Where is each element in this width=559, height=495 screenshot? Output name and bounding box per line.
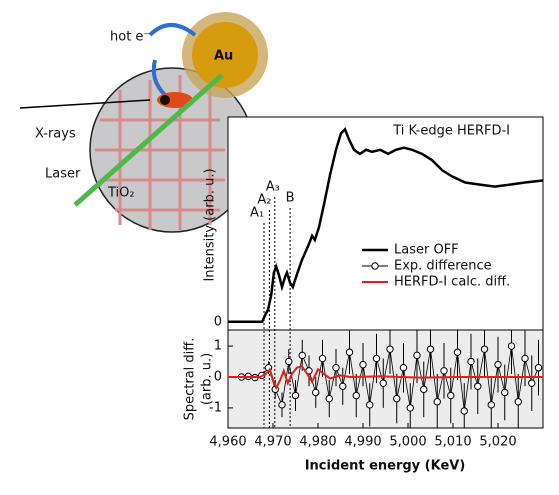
annotation-label: A₃ (266, 180, 280, 195)
legend-marker (371, 262, 379, 270)
au-core (192, 22, 258, 88)
illustration: hot e⁻ Au X-rays Laser TiO₂ (19, 12, 268, 233)
data-point (406, 404, 414, 412)
data-point (359, 360, 367, 369)
data-point (420, 385, 428, 394)
data-point (460, 407, 468, 415)
data-point (386, 345, 394, 353)
data-point (487, 401, 495, 409)
legend-label: Laser OFF (394, 243, 459, 258)
data-point (312, 388, 320, 397)
annotation-label: B (286, 191, 295, 206)
calc-line (228, 364, 543, 391)
electron-arrow (148, 23, 197, 37)
label-laser: Laser (45, 167, 81, 182)
legend-label: Exp. difference (394, 259, 492, 274)
data-point (467, 357, 475, 366)
annotation-label: A₁ (250, 206, 264, 221)
electron-arrow (151, 59, 167, 97)
data-point (318, 354, 327, 363)
data-point (480, 345, 489, 353)
chart-title: Ti K-edge HERFD-I (392, 124, 510, 139)
y-tick-label: -1 (209, 400, 222, 415)
data-point (514, 398, 522, 406)
data-point (393, 394, 401, 403)
lattice (95, 75, 225, 230)
data-point (325, 394, 333, 403)
data-point (534, 364, 543, 372)
probe-spot (160, 95, 170, 105)
x-tick-label: 4,990 (344, 435, 381, 450)
data-point (426, 345, 435, 353)
data-point (507, 342, 516, 350)
clip-group (228, 330, 543, 428)
data-point (332, 364, 340, 372)
data-point (494, 360, 502, 369)
y-axis-label: Spectral diff. (183, 338, 198, 421)
data-point (474, 382, 482, 390)
data-point (278, 401, 286, 409)
label-xrays: X-rays (35, 127, 76, 142)
data-point (399, 364, 408, 372)
data-line (228, 127, 544, 324)
data-point (501, 388, 509, 397)
data-point (291, 391, 300, 400)
x-tick-label: 5,010 (434, 435, 471, 450)
y-axis-label: (arb. u.) (200, 353, 215, 405)
data-point (298, 351, 306, 360)
data-point (345, 348, 354, 356)
label-tio2: TiO₂ (107, 186, 135, 201)
x-tick-label: 4,980 (299, 435, 336, 450)
x-tick-label: 4,960 (209, 435, 246, 450)
data-point (433, 398, 441, 406)
legend-label: HERFD-I calc. diff. (394, 275, 510, 290)
data-point (285, 357, 293, 366)
x-tick-label: 5,020 (479, 435, 516, 450)
label-au: Au (214, 49, 233, 64)
data-point (413, 351, 421, 360)
label-hot-electron: hot e⁻ (110, 30, 150, 45)
y-tick-label: 0 (214, 369, 222, 384)
data-point (372, 354, 381, 363)
data-point (366, 401, 374, 409)
x-axis-label: Incident energy (KeV) (305, 459, 466, 474)
annotation-label: A₂ (257, 193, 271, 208)
data-point (440, 367, 448, 375)
laser-beam (73, 73, 224, 207)
y-tick-label: 0 (214, 314, 222, 329)
data-point (528, 379, 536, 387)
data-point (521, 354, 529, 363)
xray-beam (19, 99, 151, 109)
y-tick-label: 1 (214, 339, 222, 354)
y-axis-label: Intensity (arb. u.) (203, 168, 218, 281)
x-tick-label: 5,000 (389, 435, 426, 450)
data-point (339, 382, 347, 390)
data-point (447, 391, 455, 400)
data-point (352, 391, 360, 400)
x-tick-label: 4,970 (254, 435, 291, 450)
data-point (379, 379, 387, 387)
data-point (453, 348, 462, 356)
